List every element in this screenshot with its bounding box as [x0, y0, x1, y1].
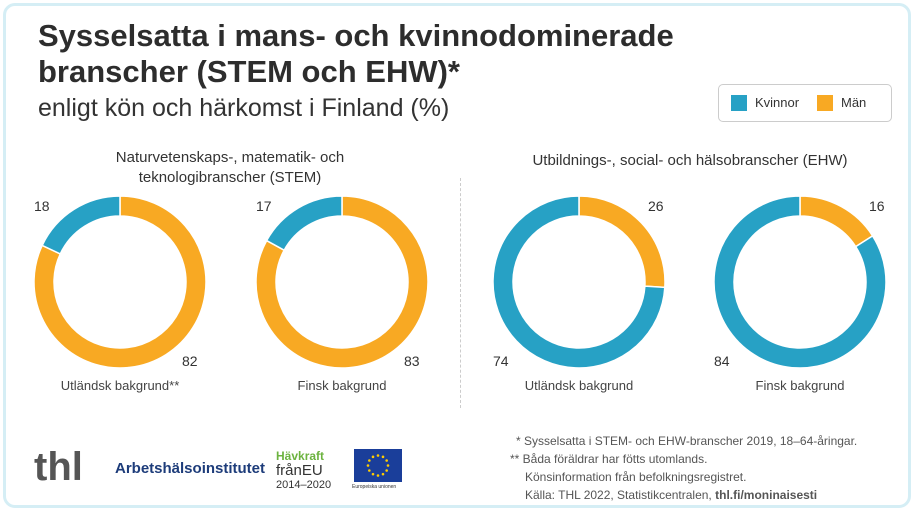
- divider: [460, 178, 461, 408]
- slice-kvinnor: [41, 195, 121, 255]
- slice-man: [33, 195, 207, 369]
- eu-star-icon: [386, 464, 390, 467]
- slice-man: [255, 195, 429, 369]
- slice-kvinnor: [265, 195, 343, 252]
- footnote-2: ** Båda föräldrar har fötts utomlands.: [510, 452, 708, 466]
- eu-star-icon: [381, 472, 385, 476]
- source-text: Källa: THL 2022, Statistikcentralen,: [525, 488, 712, 502]
- header: Sysselsatta i mans- och kvinnodominerade…: [38, 18, 698, 124]
- slice-kvinnor: [492, 195, 666, 369]
- stem-title-line2: teknologibranscher (STEM): [138, 169, 322, 186]
- stem-title: Naturvetenskaps-, matematik- och teknolog…: [80, 148, 380, 188]
- eu-star-icon: [376, 474, 380, 477]
- ahi-logo: Arbetshälsoinstitutet: [115, 460, 266, 477]
- eu-logo-text: Europeiska unionen: [352, 484, 397, 490]
- title-line2: branscher (STEM och EHW)*: [38, 54, 460, 89]
- donut-label: Finsk bakgrund: [755, 378, 845, 393]
- frame: [3, 3, 911, 508]
- legend-swatch-kvinnor: [731, 95, 747, 111]
- footnote-3: Könsinformation från befolkningsregistre…: [525, 470, 747, 484]
- legend-swatch-man: [817, 95, 833, 111]
- eu-star-icon: [366, 464, 370, 467]
- eu-star-icon: [371, 455, 375, 459]
- donut-label: Utländsk bakgrund: [524, 378, 634, 393]
- slice-man: [799, 195, 874, 248]
- eu-star-icon: [381, 455, 385, 459]
- value-kvinnor: 18: [34, 198, 50, 214]
- donut-label: Utländsk bakgrund**: [60, 378, 180, 393]
- footnotes: * Sysselsatta i STEM- och EHW-branscher …: [510, 432, 857, 504]
- ehw-title: Utbildnings-, social- och hälsobranscher…: [532, 152, 848, 169]
- legend: Kvinnor Män: [718, 84, 892, 122]
- value-kvinnor: 74: [493, 353, 509, 369]
- footnote-1: * Sysselsatta i STEM- och EHW-branscher …: [516, 434, 858, 448]
- legend-man: Män: [841, 95, 867, 110]
- eu-star-icon: [385, 459, 388, 462]
- eu-star-icon: [368, 469, 371, 472]
- value-man: 82: [182, 353, 198, 369]
- eu-star-icon: [368, 459, 371, 462]
- eu-flag-icon: [354, 449, 402, 482]
- havkraft-logo: Hävkraft frånEU 2014–2020: [276, 449, 332, 492]
- value-man: 26: [648, 198, 664, 214]
- source-link[interactable]: thl.fi/moninaisesti: [715, 488, 818, 502]
- stem-title-line1: Naturvetenskaps-, matematik- och: [115, 149, 345, 166]
- value-kvinnor: 17: [256, 198, 272, 214]
- slice-kvinnor: [713, 195, 887, 369]
- thl-logo: thl: [34, 445, 83, 489]
- title: Sysselsatta i mans- och kvinnodominerade…: [38, 18, 698, 90]
- value-kvinnor: 84: [714, 353, 730, 369]
- donut-label: Finsk bakgrund: [297, 378, 387, 393]
- subtitle: enligt kön och härkomst i Finland (%): [38, 94, 450, 122]
- value-man: 16: [869, 198, 885, 214]
- legend-kvinnor: Kvinnor: [755, 95, 800, 110]
- eu-star-icon: [371, 472, 375, 476]
- footnote-source: Källa: THL 2022, Statistikcentralen, thl…: [510, 486, 857, 504]
- eu-star-icon: [376, 454, 380, 457]
- value-man: 83: [404, 353, 420, 369]
- eu-star-icon: [385, 469, 388, 472]
- title-line1: Sysselsatta i mans- och kvinnodominerade: [38, 18, 674, 53]
